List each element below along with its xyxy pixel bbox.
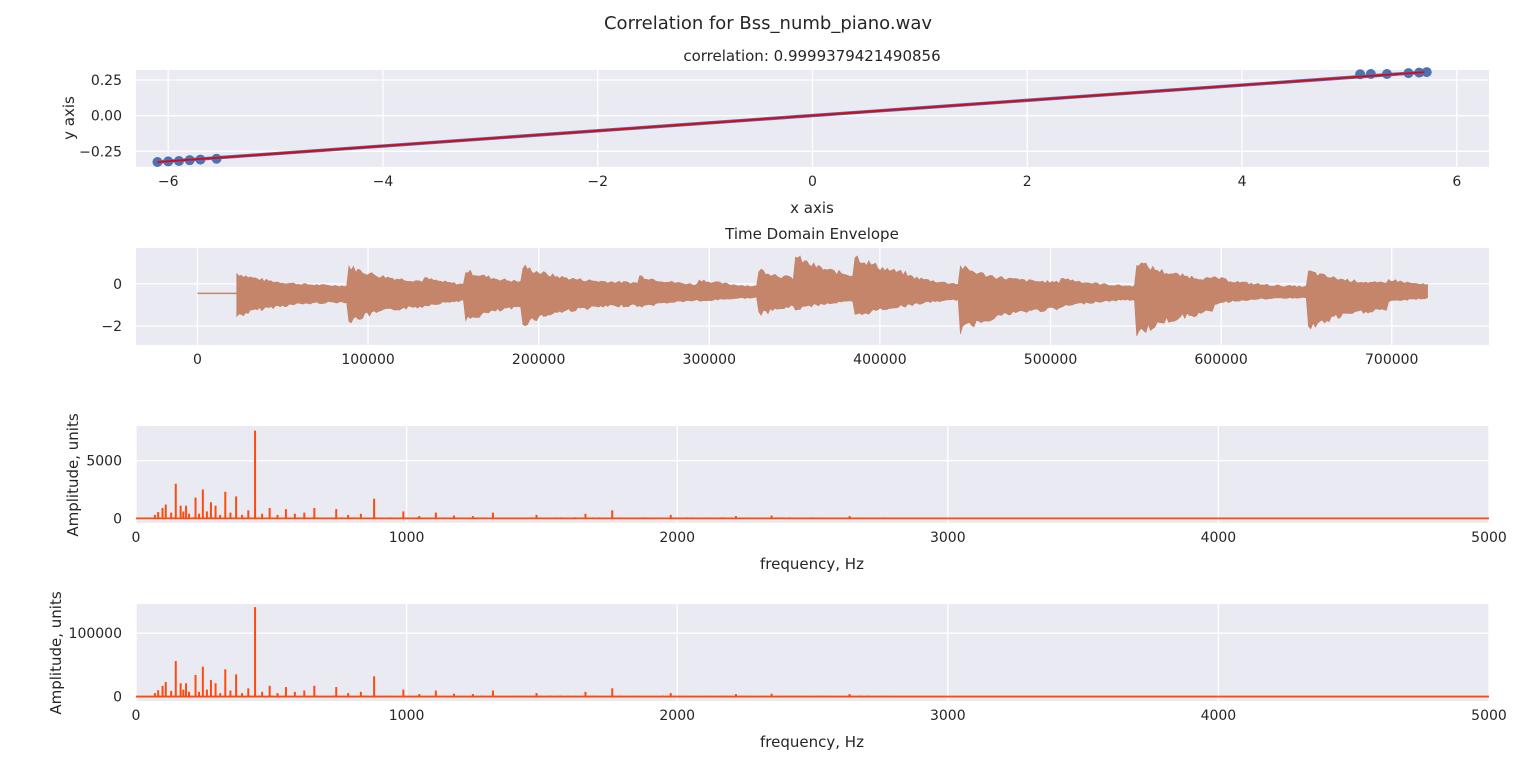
scatter-x-label: x axis — [790, 199, 834, 217]
x-tick-label: 0 — [132, 708, 141, 724]
x-tick-label: 100000 — [341, 352, 394, 368]
x-tick-label: 4 — [1238, 174, 1247, 190]
scatter-title: correlation: 0.9999379421490856 — [683, 47, 940, 65]
spectrum-1-y-label: Amplitude, units — [64, 413, 82, 536]
x-tick-label: 1000 — [389, 708, 425, 724]
x-tick-label: −2 — [587, 174, 608, 190]
scatter-panel: −6 −4 −2 0 2 4 6 0.25 0.00 −0.25 correlation: 0.9… — [60, 47, 1489, 217]
x-tick-label: 0 — [193, 352, 202, 368]
y-tick-label: 100000 — [69, 626, 122, 642]
spectrum-2-ticks: 0 1000 2000 3000 4000 5000 100000 0 — [69, 626, 1507, 724]
regression-line — [157, 71, 1425, 163]
envelope-panel: 0 100000 200000 300000 400000 500000 600000 700… — [101, 225, 1489, 368]
x-tick-label: 1000 — [389, 530, 425, 546]
x-tick-label: 2 — [1023, 174, 1032, 190]
x-tick-label: 2000 — [659, 530, 695, 546]
x-tick-label: 5000 — [1471, 530, 1507, 546]
y-tick-label: 0 — [113, 511, 122, 527]
spectrum-2-data — [136, 607, 1489, 698]
spectrum-2-x-label: frequency, Hz — [760, 733, 864, 751]
x-tick-label: 600000 — [1194, 352, 1247, 368]
scatter-point — [1421, 67, 1432, 78]
x-tick-label: 3000 — [930, 708, 966, 724]
y-tick-label: −0.25 — [79, 144, 122, 160]
y-tick-label: −2 — [101, 319, 122, 335]
x-tick-label: 700000 — [1365, 352, 1418, 368]
x-tick-label: −4 — [373, 174, 394, 190]
envelope-title: Time Domain Envelope — [724, 225, 899, 243]
x-tick-label: 2000 — [659, 708, 695, 724]
spectrum-1-ticks: 0 1000 2000 3000 4000 5000 5000 0 — [86, 454, 1506, 546]
x-tick-label: 400000 — [853, 352, 906, 368]
scatter-point — [211, 153, 222, 164]
spectrum-panel-1: 0 1000 2000 3000 4000 5000 5000 0 frequency, Hz… — [64, 413, 1507, 573]
y-tick-label: 0 — [113, 277, 122, 293]
x-tick-label: 500000 — [1024, 352, 1077, 368]
x-tick-label: 5000 — [1471, 708, 1507, 724]
x-tick-label: 200000 — [512, 352, 565, 368]
spectrum-panel-2: 0 1000 2000 3000 4000 5000 100000 0 frequency, … — [47, 591, 1507, 751]
spectrum-2-y-label: Amplitude, units — [47, 591, 65, 714]
x-tick-label: 4000 — [1201, 708, 1237, 724]
x-tick-label: 0 — [132, 530, 141, 546]
spectrum-2-plot-area — [136, 604, 1489, 701]
scatter-y-label: y axis — [60, 96, 78, 140]
scatter-ticks: −6 −4 −2 0 2 4 6 0.25 0.00 −0.25 — [79, 73, 1461, 190]
envelope-data — [197, 255, 1428, 337]
y-tick-label: 5000 — [86, 454, 122, 470]
y-tick-label: 0.00 — [91, 109, 122, 125]
x-tick-label: 300000 — [683, 352, 736, 368]
x-tick-label: 4000 — [1201, 530, 1237, 546]
scatter-point — [1365, 68, 1376, 79]
y-tick-label: 0 — [113, 690, 122, 706]
spectrum-1-data — [136, 430, 1489, 520]
scatter-data — [152, 67, 1432, 168]
x-tick-label: 0 — [808, 174, 817, 190]
spectrum-1-plot-area — [136, 426, 1489, 523]
figure-title: Correlation for Bss_numb_piano.wav — [604, 13, 932, 34]
x-tick-label: −6 — [158, 174, 179, 190]
spectrum-1-x-label: frequency, Hz — [760, 555, 864, 573]
x-tick-label: 6 — [1452, 174, 1461, 190]
envelope-ticks: 0 100000 200000 300000 400000 500000 600000 700… — [101, 277, 1418, 368]
x-tick-label: 3000 — [930, 530, 966, 546]
y-tick-label: 0.25 — [91, 73, 122, 89]
envelope-waveform — [236, 255, 1428, 337]
